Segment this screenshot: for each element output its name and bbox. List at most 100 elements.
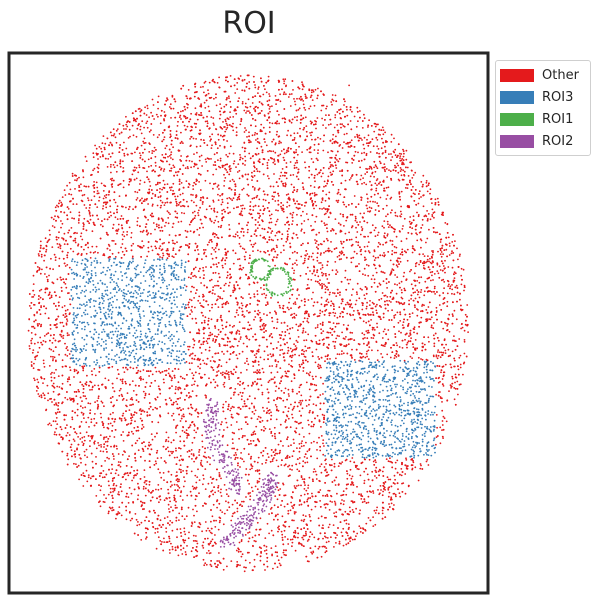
scatter-point-other (78, 218, 80, 220)
scatter-point-other (271, 458, 274, 461)
scatter-point-other (274, 435, 276, 438)
scatter-point-other (333, 305, 335, 308)
scatter-point-other (295, 339, 298, 342)
scatter-point-other (397, 171, 400, 174)
scatter-point-other (276, 256, 278, 259)
scatter-point-other (294, 486, 296, 489)
scatter-point-other (158, 501, 160, 504)
scatter-point-other (399, 253, 402, 256)
scatter-point-other (207, 527, 209, 530)
scatter-point-other (165, 531, 168, 533)
scatter-point-other (160, 487, 163, 490)
scatter-point-other (146, 255, 149, 258)
scatter-point-other (314, 120, 316, 122)
scatter-point-other (197, 299, 200, 302)
scatter-point-other (405, 459, 408, 461)
scatter-point-other (385, 204, 388, 207)
scatter-point-other (366, 201, 369, 203)
scatter-point-other (211, 538, 214, 541)
scatter-point-other (332, 292, 334, 294)
scatter-point-other (371, 301, 374, 304)
scatter-point-other (31, 337, 33, 340)
scatter-point-other (346, 108, 348, 111)
scatter-point-other (232, 197, 235, 200)
scatter-point-other (187, 506, 190, 509)
scatter-point-other (80, 232, 83, 235)
scatter-point-other (207, 105, 210, 108)
scatter-point-other (71, 418, 74, 421)
scatter-point-other (237, 196, 239, 199)
scatter-point-other (264, 537, 267, 539)
scatter-point-other (361, 308, 364, 311)
scatter-point-other (302, 353, 305, 356)
scatter-point-other (420, 181, 423, 183)
scatter-point-other (322, 273, 325, 275)
scatter-point-other (225, 500, 227, 503)
scatter-point-other (238, 428, 240, 431)
scatter-point-other (163, 370, 166, 372)
scatter-point-other (212, 338, 215, 340)
scatter-point-other (192, 184, 195, 187)
scatter-point-other (190, 112, 193, 115)
scatter-point-other (208, 309, 211, 312)
scatter-point-other (155, 488, 157, 491)
scatter-point-other (131, 479, 134, 482)
scatter-point-other (277, 559, 280, 562)
scatter-point-other (306, 360, 309, 363)
scatter-point-other (32, 325, 35, 328)
scatter-point-other (435, 306, 438, 309)
scatter-point-other (215, 478, 218, 481)
scatter-point-other (245, 468, 248, 470)
scatter-point-other (359, 509, 361, 512)
scatter-point-other (286, 328, 289, 331)
scatter-point-other (164, 202, 167, 204)
scatter-point-other (285, 183, 287, 186)
scatter-point-other (279, 100, 282, 103)
scatter-point-other (238, 177, 241, 180)
scatter-point-other (196, 542, 199, 545)
scatter-point-other (342, 246, 345, 249)
scatter-point-other (313, 104, 316, 107)
scatter-point-other (373, 130, 376, 133)
scatter-point-other (321, 208, 323, 210)
scatter-point-other (403, 170, 406, 173)
scatter-point-other (237, 163, 240, 166)
scatter-point-other (111, 365, 114, 368)
scatter-point-other (203, 319, 206, 322)
scatter-point-other (168, 540, 171, 543)
scatter-point-other (93, 195, 96, 198)
scatter-point-other (99, 505, 102, 508)
scatter-point-other (286, 454, 289, 457)
scatter-point-other (81, 383, 84, 386)
scatter-point-other (66, 256, 69, 259)
scatter-point-other (256, 369, 259, 372)
scatter-point-other (40, 306, 42, 309)
scatter-point-other (192, 137, 195, 140)
scatter-point-other (314, 274, 317, 277)
scatter-point-other (173, 192, 176, 195)
scatter-point-other (310, 134, 312, 137)
scatter-point-other (376, 506, 378, 509)
scatter-point-other (395, 292, 398, 295)
scatter-point-other (167, 412, 170, 415)
scatter-point-other (402, 155, 405, 158)
scatter-point-other (217, 138, 220, 141)
scatter-point-other (172, 189, 175, 192)
scatter-point-other (383, 345, 386, 347)
scatter-point-other (205, 161, 208, 163)
scatter-point-other (247, 384, 250, 387)
scatter-point-other (117, 511, 120, 513)
scatter-point-other (412, 352, 415, 354)
scatter-point-other (280, 207, 283, 210)
scatter-point-other (168, 255, 171, 258)
scatter-point-other (233, 289, 236, 292)
scatter-point-other (55, 360, 57, 363)
scatter-point-other (322, 442, 324, 445)
scatter-point-other (61, 382, 64, 385)
scatter-point-other (391, 209, 393, 212)
scatter-point-other (113, 436, 116, 438)
scatter-point-other (384, 145, 386, 148)
scatter-point-other (192, 194, 194, 196)
scatter-point-other (460, 283, 463, 286)
scatter-point-other (112, 128, 115, 131)
